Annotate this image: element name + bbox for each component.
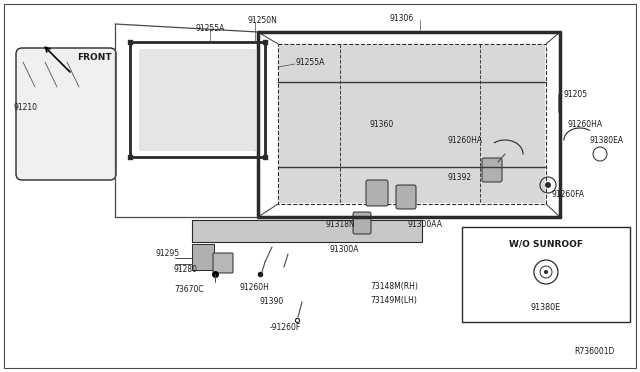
Text: -91260F: -91260F bbox=[270, 323, 301, 331]
FancyBboxPatch shape bbox=[366, 180, 388, 206]
Text: W/O SUNROOF: W/O SUNROOF bbox=[509, 240, 583, 248]
Text: 91306: 91306 bbox=[390, 13, 414, 22]
Text: 91295: 91295 bbox=[155, 250, 179, 259]
Text: R736001D: R736001D bbox=[575, 347, 615, 356]
Circle shape bbox=[545, 182, 551, 188]
Text: 91318N: 91318N bbox=[326, 219, 356, 228]
Text: 91210: 91210 bbox=[14, 103, 38, 112]
Text: 91390: 91390 bbox=[260, 298, 284, 307]
Text: 91255A: 91255A bbox=[195, 23, 225, 32]
Text: 91255A: 91255A bbox=[296, 58, 325, 67]
Text: 91360: 91360 bbox=[370, 119, 394, 128]
Bar bbox=[462, 227, 630, 322]
Text: 91380E: 91380E bbox=[531, 302, 561, 311]
FancyBboxPatch shape bbox=[353, 212, 371, 234]
Text: 91250N: 91250N bbox=[248, 16, 278, 25]
Text: 91300AA: 91300AA bbox=[408, 219, 443, 228]
Text: 91300A: 91300A bbox=[330, 246, 360, 254]
Text: 91380EA: 91380EA bbox=[590, 135, 624, 144]
Text: 91205: 91205 bbox=[564, 90, 588, 99]
FancyBboxPatch shape bbox=[139, 49, 256, 151]
FancyBboxPatch shape bbox=[482, 158, 502, 182]
Text: 73149M(LH): 73149M(LH) bbox=[370, 295, 417, 305]
FancyBboxPatch shape bbox=[279, 45, 545, 203]
Bar bbox=[192, 220, 422, 242]
Text: 73148M(RH): 73148M(RH) bbox=[370, 282, 418, 292]
Text: 91260HA: 91260HA bbox=[568, 119, 603, 128]
FancyBboxPatch shape bbox=[16, 48, 116, 180]
Text: 73670C: 73670C bbox=[174, 285, 204, 295]
Text: 91260FA: 91260FA bbox=[552, 189, 585, 199]
Bar bbox=[192, 244, 214, 270]
Text: 91260HA: 91260HA bbox=[448, 135, 483, 144]
Text: 91280: 91280 bbox=[173, 264, 197, 273]
FancyBboxPatch shape bbox=[213, 253, 233, 273]
FancyBboxPatch shape bbox=[396, 185, 416, 209]
Text: 91260H: 91260H bbox=[240, 283, 270, 292]
Circle shape bbox=[544, 270, 548, 274]
Text: 91392: 91392 bbox=[448, 173, 472, 182]
Text: FRONT: FRONT bbox=[77, 52, 111, 61]
